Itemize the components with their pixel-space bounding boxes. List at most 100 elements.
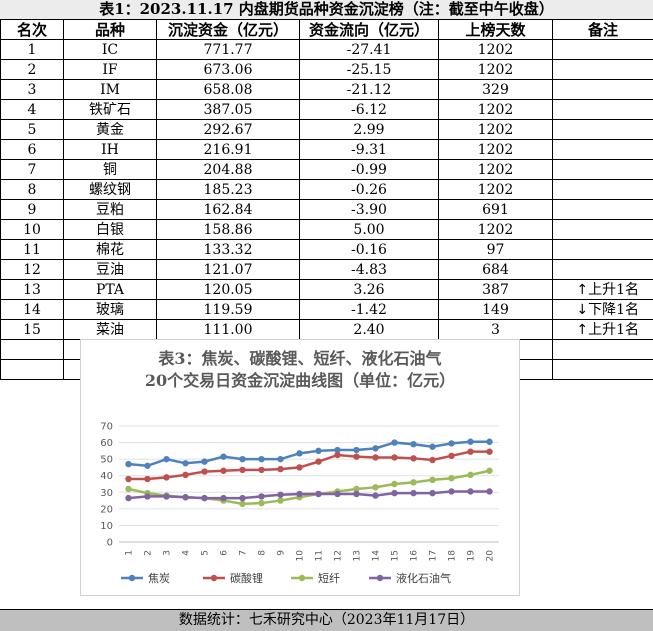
- series-point: [239, 501, 245, 507]
- y-tick-label: 20: [100, 504, 113, 515]
- cell-amount: 292.67: [157, 120, 300, 140]
- series-point: [467, 448, 473, 454]
- cell-note: ↑上升1名: [553, 320, 653, 340]
- legend-label-1: 碳酸锂: [230, 571, 263, 585]
- cell-days: 3: [439, 320, 553, 340]
- series-point: [429, 490, 435, 496]
- cell-note: [553, 220, 653, 240]
- y-tick-label: 0: [107, 538, 113, 549]
- series-point: [410, 441, 416, 447]
- legend-marker-0: [129, 575, 135, 581]
- series-point: [372, 454, 378, 460]
- cell-days: 1202: [439, 120, 553, 140]
- cell-flow: -4.83: [300, 260, 439, 280]
- cell-days: 97: [439, 240, 553, 260]
- cell-amount: 119.59: [157, 300, 300, 320]
- series-point: [125, 495, 131, 501]
- y-tick-label: 70: [100, 422, 113, 433]
- cell-rank: 15: [1, 320, 64, 340]
- x-tick-label: 16: [410, 550, 420, 562]
- series-point: [277, 466, 283, 472]
- series-point: [467, 472, 473, 478]
- series-point: [125, 476, 131, 482]
- series-point: [182, 460, 188, 466]
- series-point: [448, 440, 454, 446]
- series-point: [372, 484, 378, 490]
- cell-flow: 5.00: [300, 220, 439, 240]
- cell-name: 铜: [64, 160, 157, 180]
- empty-cell: [1, 360, 64, 380]
- arrow-up-icon: ↑: [576, 282, 588, 298]
- series-point: [258, 493, 264, 499]
- cell-days: 387: [439, 280, 553, 300]
- cell-name: 螺纹钢: [64, 180, 157, 200]
- series-point: [353, 447, 359, 453]
- series-point: [467, 488, 473, 494]
- cell-flow: -9.31: [300, 140, 439, 160]
- series-point: [182, 494, 188, 500]
- cell-amount: 158.86: [157, 220, 300, 240]
- series-point: [144, 476, 150, 482]
- cell-rank: 5: [1, 120, 64, 140]
- cell-name: PTA: [64, 280, 157, 300]
- cell-note: [553, 240, 653, 260]
- x-tick-label: 20: [486, 550, 496, 562]
- cell-flow: -6.12: [300, 100, 439, 120]
- series-point: [182, 472, 188, 478]
- cell-amount: 771.77: [157, 40, 300, 60]
- empty-cell: [1, 340, 64, 360]
- series-point: [220, 453, 226, 459]
- cell-name: IC: [64, 40, 157, 60]
- cell-days: 1202: [439, 60, 553, 80]
- series-point: [372, 492, 378, 498]
- series-point: [353, 453, 359, 459]
- x-tick-label: 9: [277, 550, 287, 556]
- note-text: 上升1名: [588, 282, 639, 298]
- cell-note: ↑上升1名: [553, 280, 653, 300]
- cell-rank: 3: [1, 80, 64, 100]
- cell-rank: 13: [1, 280, 64, 300]
- cell-days: 1202: [439, 220, 553, 240]
- series-point: [296, 464, 302, 470]
- cell-note: [553, 260, 653, 280]
- cell-note: [553, 60, 653, 80]
- series-point: [486, 448, 492, 454]
- x-tick-label: 5: [201, 550, 211, 556]
- series-point: [163, 493, 169, 499]
- cell-days: 691: [439, 200, 553, 220]
- note-text: 下降1名: [588, 302, 639, 318]
- x-tick-label: 18: [448, 550, 458, 562]
- header-flow: 资金流向（亿元）: [300, 20, 439, 40]
- series-point: [258, 456, 264, 462]
- cell-amount: 111.00: [157, 320, 300, 340]
- series-point: [467, 439, 473, 445]
- series-point: [410, 479, 416, 485]
- series-point: [258, 500, 264, 506]
- legend-marker-1: [211, 575, 217, 581]
- legend-label-2: 短纤: [318, 571, 340, 585]
- x-tick-label: 2: [144, 550, 154, 556]
- series-point: [220, 495, 226, 501]
- cell-rank: 12: [1, 260, 64, 280]
- series-point: [448, 488, 454, 494]
- cell-note: [553, 40, 653, 60]
- header-note: 备注: [553, 20, 653, 40]
- x-tick-label: 1: [125, 550, 135, 556]
- x-tick-label: 10: [296, 550, 306, 562]
- cell-flow: -25.15: [300, 60, 439, 80]
- series-point: [429, 477, 435, 483]
- cell-flow: 2.40: [300, 320, 439, 340]
- footer-source: 数据统计：七禾研究中心（2023年11月17日）: [0, 609, 653, 631]
- empty-cell: [553, 340, 653, 360]
- cell-name: IM: [64, 80, 157, 100]
- x-tick-label: 15: [391, 550, 401, 561]
